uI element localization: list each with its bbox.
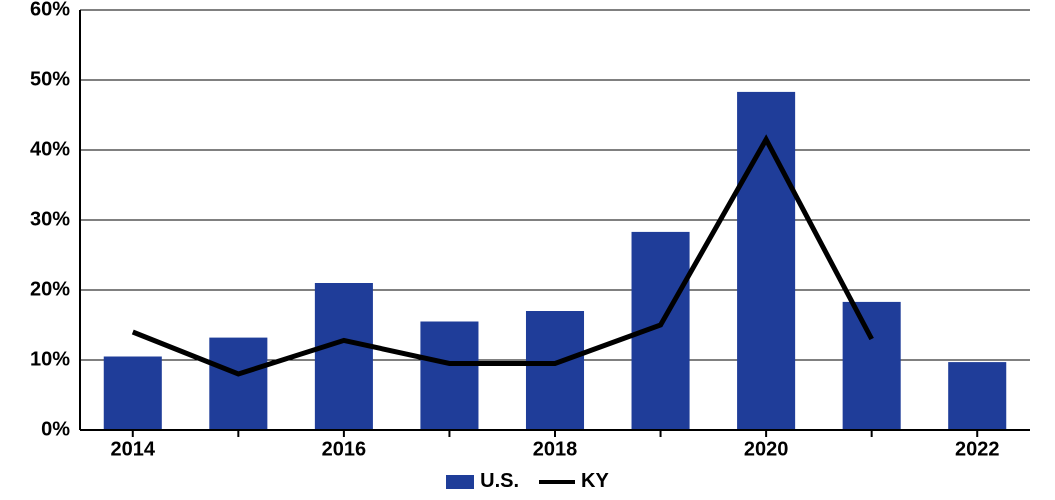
bar: [526, 311, 584, 430]
chart-svg: 0% 10% 20% 30% 40% 50% 60% 2014 2016 2018 2020 2022: [0, 0, 1055, 470]
bar: [315, 283, 373, 430]
x-tick-label: 2022: [955, 439, 1000, 461]
y-tick-label: 0%: [41, 418, 70, 440]
x-tick-label: 2020: [744, 439, 789, 461]
y-tick-label: 10%: [30, 348, 70, 370]
y-tick-label: 30%: [30, 208, 70, 230]
legend-item: KY: [539, 470, 609, 493]
x-tick-label: 2018: [533, 439, 578, 461]
legend-label: KY: [581, 470, 609, 493]
x-tick-label: 2014: [111, 439, 156, 461]
x-tick-label: 2016: [322, 439, 367, 461]
legend-swatch-bar: [446, 475, 474, 489]
bar: [420, 322, 478, 431]
legend-swatch-line: [539, 480, 575, 484]
bar: [104, 357, 162, 431]
bar: [843, 302, 901, 430]
legend-item: U.S.: [446, 470, 519, 493]
y-tick-label: 40%: [30, 138, 70, 160]
bar: [209, 338, 267, 430]
legend-label: U.S.: [480, 470, 519, 493]
legend: U.S. KY: [0, 470, 1055, 493]
y-tick-label: 60%: [30, 0, 70, 20]
y-tick-label: 20%: [30, 278, 70, 300]
bar: [948, 362, 1006, 430]
y-tick-label: 50%: [30, 68, 70, 90]
combo-chart: 0% 10% 20% 30% 40% 50% 60% 2014 2016 2018 2020 2022…: [0, 0, 1055, 500]
